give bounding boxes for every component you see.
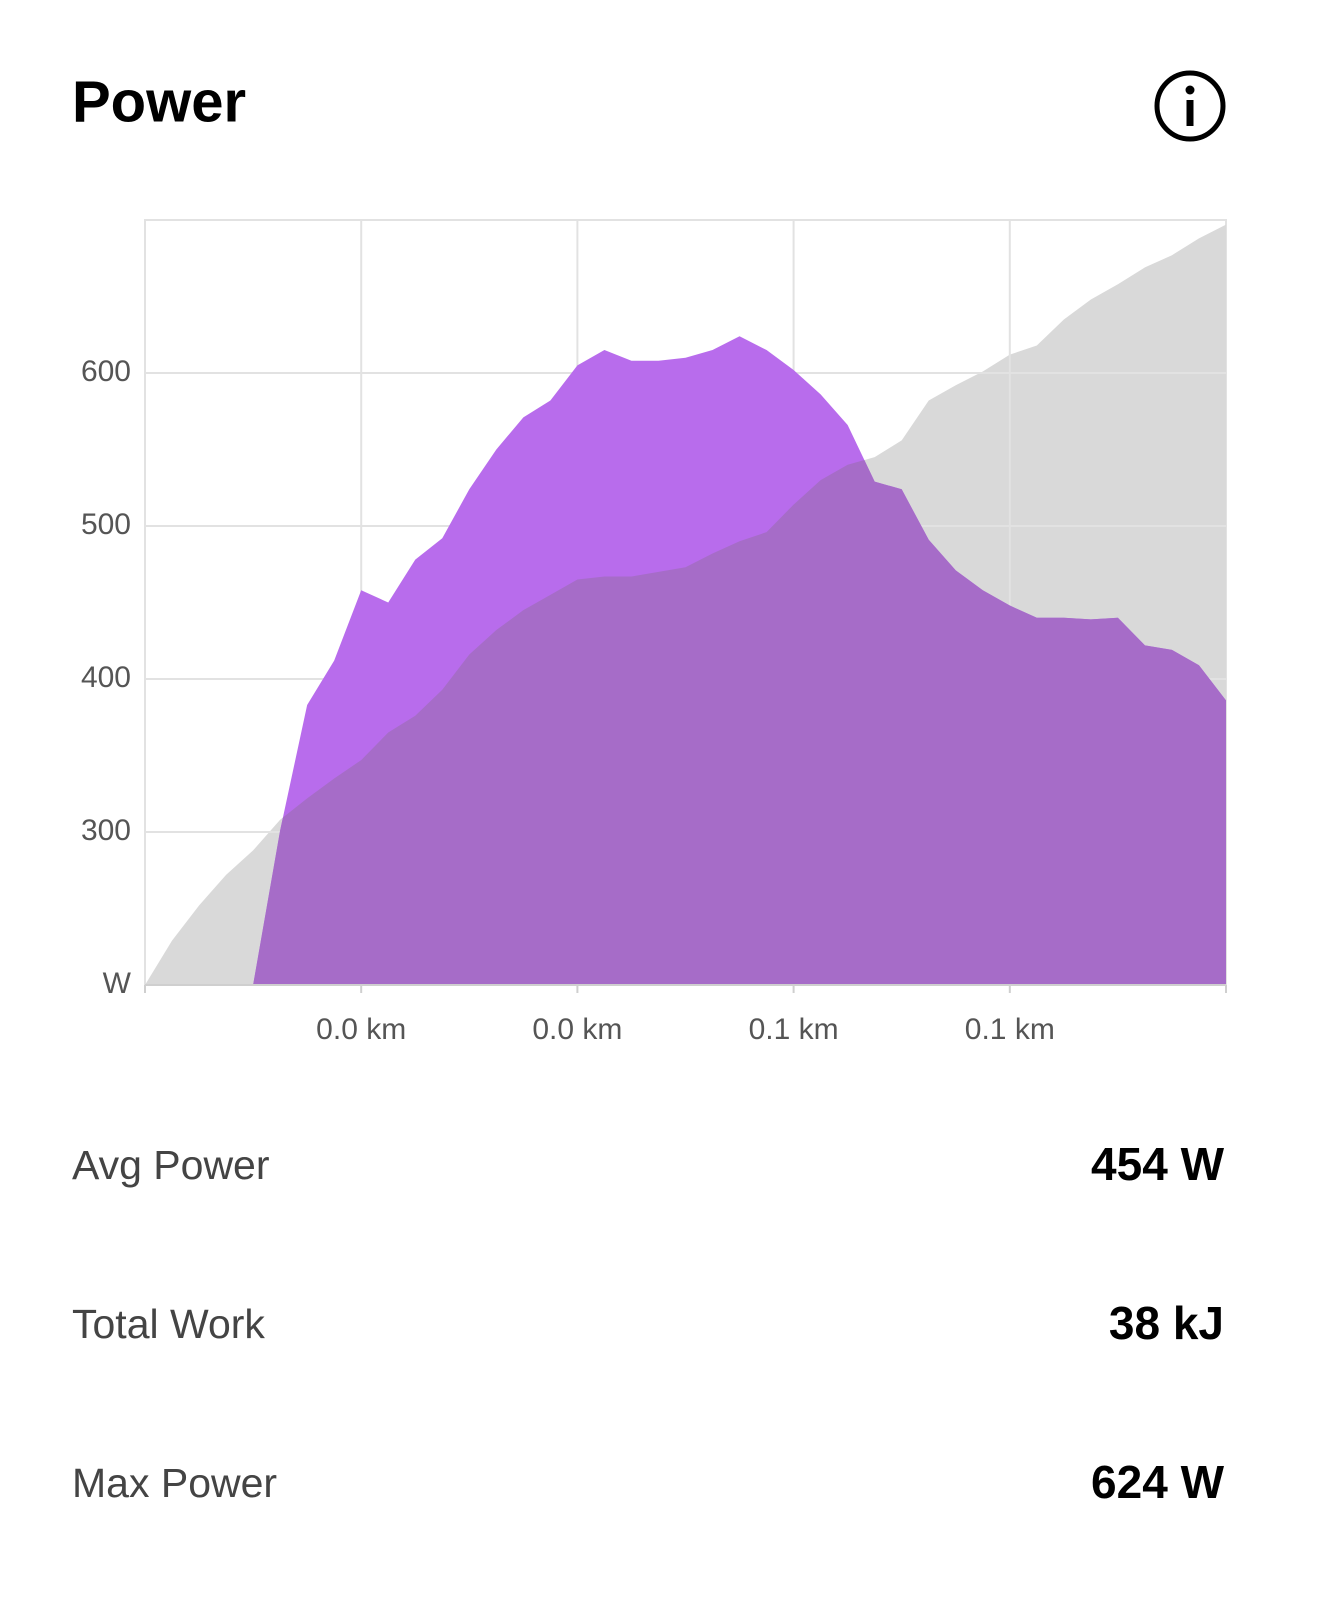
x-tick-label: 0.0 km <box>532 1013 622 1046</box>
chart: W 300 400 500 600 0.0 km 0.0 km 0.1 km 0.1 km <box>81 219 1227 1046</box>
y-tick-label: 300 <box>81 814 131 847</box>
title: Power <box>72 69 246 134</box>
y-tick-label: W <box>103 967 132 1000</box>
stat-value: 38 kJ <box>1109 1297 1224 1349</box>
info-button[interactable] <box>1154 70 1226 142</box>
y-tick-label: 400 <box>81 661 131 694</box>
x-tick-label: 0.0 km <box>316 1013 406 1046</box>
stat-label: Max Power <box>72 1460 277 1506</box>
stat-value: 454 W <box>1091 1138 1225 1190</box>
x-tick-label: 0.1 km <box>749 1013 839 1046</box>
x-tick-label: 0.1 km <box>965 1013 1055 1046</box>
stat-label: Avg Power <box>72 1142 270 1188</box>
y-tick-label: 500 <box>81 508 131 541</box>
stats: Avg Power 454 W Total Work 38 kJ Max Power 62… <box>72 1138 1225 1508</box>
y-tick-label: 600 <box>81 355 131 388</box>
stat-value: 624 W <box>1091 1456 1225 1508</box>
stat-label: Total Work <box>72 1301 265 1347</box>
